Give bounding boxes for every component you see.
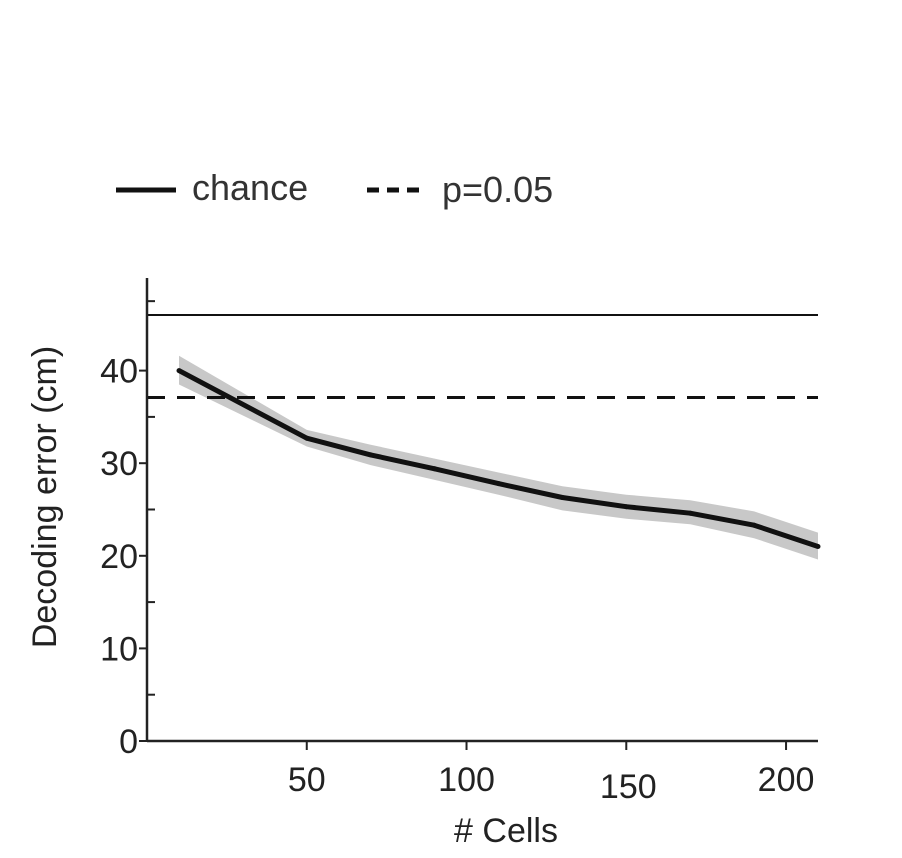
- x-tick-label: 50: [288, 761, 326, 799]
- reference-lines-layer: [147, 314, 818, 399]
- data-point: [687, 510, 693, 516]
- mean-line-layer: [176, 368, 821, 549]
- y-tick-label: 0: [119, 723, 138, 761]
- y-tick-label: 20: [100, 538, 138, 576]
- x-axis-label: # Cells: [454, 812, 558, 850]
- x-tick-label: 150: [600, 768, 657, 806]
- data-point: [623, 504, 629, 510]
- data-point: [368, 452, 374, 458]
- y-tick-label: 30: [100, 445, 138, 483]
- legend: chance p=0.05: [116, 167, 553, 210]
- x-tick-label: 100: [438, 761, 495, 799]
- confidence-band: [179, 355, 818, 560]
- data-point: [304, 435, 310, 441]
- data-point: [815, 544, 821, 549]
- mean-decoding-error-line: [177, 368, 819, 549]
- y-axis-label: Decoding error (cm): [26, 346, 64, 648]
- legend-chance-label: chance: [192, 167, 308, 208]
- y-tick-label: 10: [100, 630, 138, 668]
- legend-p-value-label: p=0.05: [442, 169, 553, 210]
- data-point: [559, 495, 565, 500]
- x-tick-label: 200: [758, 761, 815, 799]
- data-point: [432, 466, 438, 472]
- data-point: [176, 368, 182, 374]
- data-point: [496, 481, 501, 487]
- ticks: 50 100 150 200 0 10 20 30 40: [100, 300, 815, 806]
- y-tick-label: 40: [100, 353, 138, 391]
- confidence-band-layer: [179, 355, 818, 560]
- data-point: [751, 522, 757, 528]
